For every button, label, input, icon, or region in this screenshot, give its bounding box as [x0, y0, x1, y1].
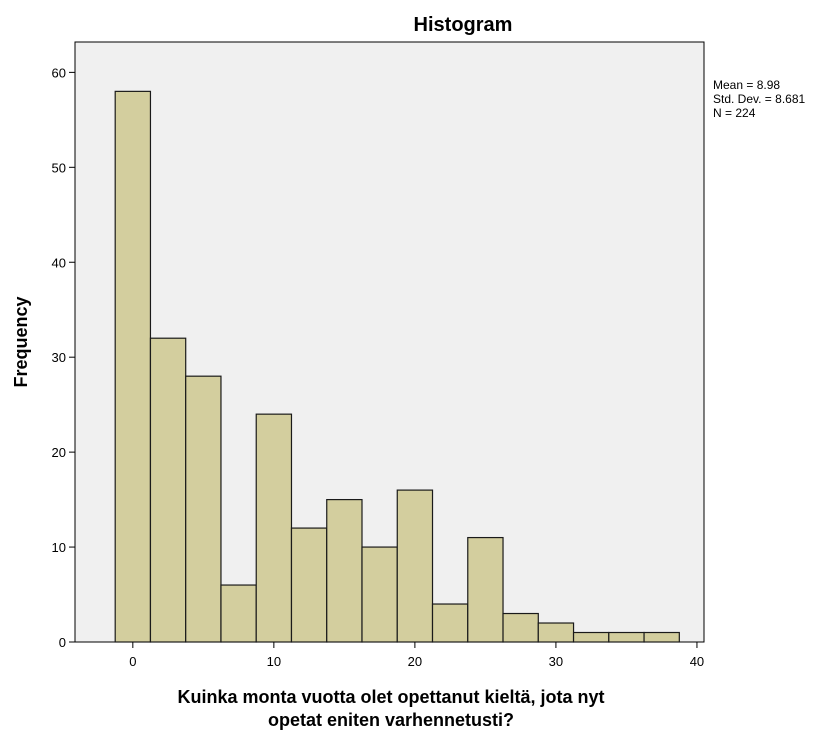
y-tick-label: 10	[52, 540, 66, 555]
y-tick-label: 20	[52, 445, 66, 460]
histogram-bar	[114, 90, 152, 643]
x-axis-label-line1: Kuinka monta vuotta olet opettanut kielt…	[177, 687, 604, 707]
histogram-bar	[537, 622, 575, 643]
stat-n: N = 224	[713, 106, 756, 120]
histogram-bar	[396, 489, 434, 643]
y-tick-label: 50	[52, 160, 66, 175]
histogram-bar	[149, 337, 187, 643]
histogram-bar	[502, 612, 539, 643]
y-tick-label: 30	[52, 350, 66, 365]
stat-mean: Mean = 8.98	[713, 78, 780, 92]
histogram-bar	[608, 631, 645, 643]
x-axis-label-line2: opetat eniten varhennetusti?	[268, 710, 514, 730]
histogram-bar	[326, 498, 363, 643]
x-tick-label: 10	[267, 654, 281, 669]
y-axis-ticks: 0 10 20 30 40 50 60	[52, 65, 75, 650]
histogram-bar	[572, 631, 610, 643]
x-tick-label: 20	[408, 654, 422, 669]
histogram-bar	[220, 584, 257, 643]
y-tick-label: 60	[52, 65, 66, 80]
chart-title: Histogram	[414, 14, 513, 36]
histogram-bar	[431, 603, 469, 643]
x-tick-label: 0	[129, 654, 136, 669]
y-tick-label: 40	[52, 255, 66, 270]
x-axis-ticks: 0 10 20 30 40	[129, 642, 704, 669]
bars-group	[114, 90, 680, 643]
histogram-bar	[290, 527, 328, 643]
x-tick-label: 30	[549, 654, 563, 669]
y-tick-label: 0	[59, 635, 66, 650]
histogram-bar	[467, 536, 504, 643]
y-axis-label: Frequency	[11, 296, 31, 387]
histogram-bar	[361, 546, 398, 643]
x-tick-label: 40	[690, 654, 704, 669]
histogram-bar	[185, 375, 222, 643]
histogram-bar	[255, 413, 293, 643]
histogram-bar	[643, 631, 680, 643]
stat-std-dev: Std. Dev. = 8.681	[713, 92, 805, 106]
